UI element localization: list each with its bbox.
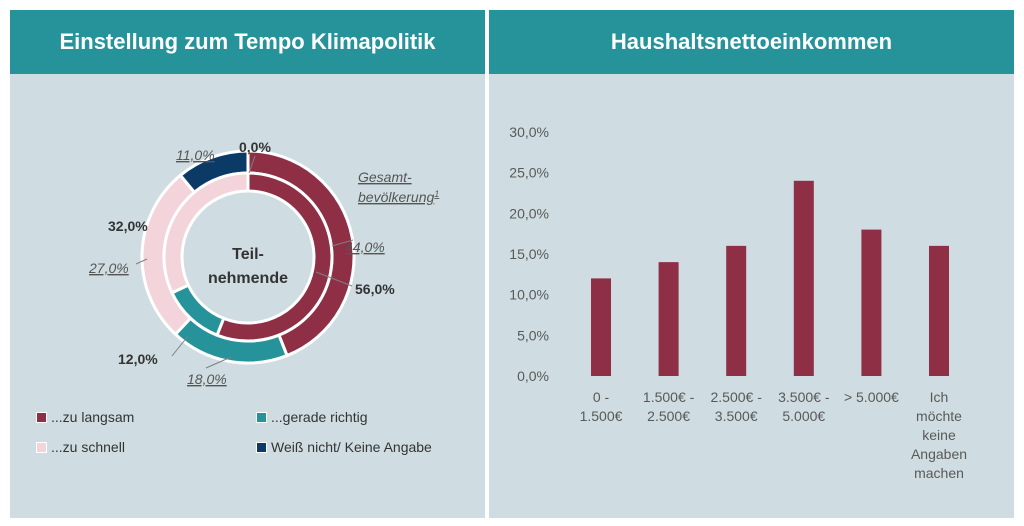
y-tick-label: 10,0%: [509, 287, 549, 303]
legend-item-weiss-nicht: Weiß nicht/ Keine Angabe: [256, 439, 432, 455]
leader-inner-gerade-richtig: [171, 335, 189, 357]
bar-chart: 0,0% 5,0% 10,0% 15,0% 20,0% 25,0% 30,0% 0 - 1.5…: [509, 124, 967, 481]
x-tick-label-line: Angaben: [911, 446, 967, 462]
x-tick-label-line: 1.500€: [580, 408, 623, 424]
label-inner-zu-langsam: 56,0%: [355, 281, 395, 297]
left-panel-title: Einstellung zum Tempo Klimapolitik: [10, 10, 485, 74]
leader-outer-gerade-richtig: [205, 356, 232, 369]
legend-item-zu-schnell: ...zu schnell: [36, 439, 125, 455]
legend-swatch-gerade-richtig: [256, 411, 267, 423]
y-tick-label: 15,0%: [509, 246, 549, 262]
x-tick-label: 2.500€ - 3.500€: [711, 389, 763, 424]
y-tick-label: 5,0%: [517, 327, 549, 343]
label-inner-zu-schnell: 32,0%: [108, 218, 148, 234]
x-tick-label-line: 0 -: [593, 389, 610, 405]
x-tick-label: 3.500€ - 5.000€: [778, 389, 830, 424]
bar-5: [929, 245, 949, 376]
legend-swatch-zu-schnell: [36, 441, 47, 453]
x-tick-label-line: möchte: [916, 408, 962, 424]
x-tick-label-line: machen: [914, 465, 964, 481]
label-inner-weiss-nicht: 0,0%: [239, 139, 271, 155]
x-axis-labels: 0 - 1.500€ 1.500€ - 2.500€ 2.500€ - 3.500€ 3.5…: [580, 389, 967, 481]
x-tick-label-line: 3.500€ -: [778, 389, 830, 405]
label-outer-zu-langsam: 44,0%: [345, 239, 385, 255]
donut-chart: Teil- nehmende Gesamt- bevölkerung1 44,0…: [88, 139, 439, 387]
center-label-line1: Teil-: [232, 246, 264, 263]
legend-label-gerade-richtig: ...gerade richtig: [271, 409, 368, 425]
leader-inner-zu-langsam: [315, 271, 353, 287]
legend-swatch-zu-langsam: [36, 411, 47, 423]
legend-item-zu-langsam: ...zu langsam: [36, 409, 134, 425]
right-panel-title: Haushaltsnettoeinkommen: [489, 10, 1014, 74]
x-tick-label-line: 2.500€ -: [711, 389, 763, 405]
y-tick-label: 20,0%: [509, 205, 549, 221]
legend-swatch-weiss-nicht: [256, 441, 267, 453]
leader-outer-zu-schnell: [135, 258, 148, 265]
label-outer-weiss-nicht: 11,0%: [176, 147, 215, 163]
legend-label-zu-langsam: ...zu langsam: [51, 409, 135, 425]
x-tick-label: > 5.000€: [844, 389, 899, 405]
legend-item-gerade-richtig: ...gerade richtig: [256, 409, 368, 425]
legend-label-weiss-nicht: Weiß nicht/ Keine Angabe: [271, 439, 432, 455]
outer-ring-label-line2: bevölkerung1: [358, 189, 439, 205]
bar-0: [591, 278, 611, 376]
label-outer-gerade-richtig: 18,0%: [187, 371, 227, 387]
y-tick-label: 0,0%: [517, 368, 549, 384]
right-panel: Haushaltsnettoeinkommen 0,0% 5,0% 10,0% 15,…: [489, 10, 1014, 518]
bar-3: [793, 180, 814, 376]
bars: [591, 180, 949, 376]
x-tick-label-line: 3.500€: [715, 408, 758, 424]
bar-4: [861, 229, 882, 376]
leader-inner-weiss-nicht: [248, 155, 256, 174]
outer-ring-label-sup: 1: [434, 189, 439, 199]
legend-label-zu-schnell: ...zu schnell: [51, 439, 125, 455]
x-tick-label-line: 2.500€: [647, 408, 690, 424]
bar-2: [726, 245, 747, 376]
x-tick-label: Ich möchte keine Angaben machen: [911, 389, 967, 481]
x-tick-label: 0 - 1.500€: [580, 389, 623, 424]
x-tick-label-line: 5.000€: [782, 408, 825, 424]
center-label-line2: nehmende: [208, 270, 288, 287]
leader-outer-zu-langsam: [331, 239, 354, 247]
y-tick-label: 30,0%: [509, 124, 549, 140]
y-tick-label: 25,0%: [509, 165, 549, 181]
leader-lines: [135, 155, 354, 369]
inner-ring: [162, 171, 334, 343]
inner-slice-zu-schnell: [162, 171, 250, 295]
outer-ring-label-line1: Gesamt-: [358, 169, 412, 185]
outer-ring-label-text: bevölkerung: [358, 189, 434, 205]
label-outer-zu-schnell: 27,0%: [88, 260, 129, 276]
x-tick-label-line: > 5.000€: [844, 389, 899, 405]
x-tick-label: 1.500€ - 2.500€: [643, 389, 695, 424]
y-axis-ticks: 0,0% 5,0% 10,0% 15,0% 20,0% 25,0% 30,0%: [509, 124, 549, 384]
label-inner-gerade-richtig: 12,0%: [118, 351, 158, 367]
x-tick-label-line: keine: [922, 427, 956, 443]
x-tick-label-line: 1.500€ -: [643, 389, 695, 405]
bar-1: [658, 262, 679, 376]
left-panel: Einstellung zum Tempo Klimapolitik Teil-…: [10, 10, 485, 518]
x-tick-label-line: Ich: [930, 389, 949, 405]
